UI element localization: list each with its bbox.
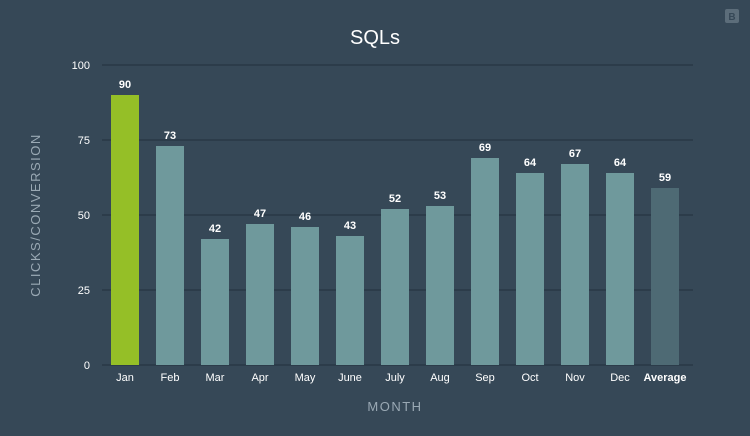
data-label: 59 [659, 172, 671, 184]
data-labels: 90 73 42 47 46 43 52 53 69 64 67 64 59 [119, 79, 671, 235]
bar-june [336, 236, 364, 365]
x-tick-label: Oct [521, 372, 538, 384]
y-tick-label: 100 [72, 60, 90, 72]
data-label: 53 [434, 190, 446, 202]
bar-oct [516, 173, 544, 365]
data-label: 90 [119, 79, 131, 91]
data-label: 42 [209, 223, 221, 235]
bar-apr [246, 224, 274, 365]
x-tick-labels: Jan Feb Mar Apr May June July Aug Sep Oct Nov Dec Av… [116, 372, 686, 384]
data-label: 52 [389, 193, 401, 205]
bar-nov [561, 164, 589, 365]
x-tick-label: Dec [610, 372, 630, 384]
bar-feb [156, 146, 184, 365]
y-tick-label: 25 [78, 285, 90, 297]
bar-sep [471, 158, 499, 365]
bar-dec [606, 173, 634, 365]
x-tick-label: Sep [475, 372, 495, 384]
x-tick-label: Aug [430, 372, 450, 384]
bar-july [381, 209, 409, 365]
x-tick-label: Jan [116, 372, 134, 384]
bar-aug [426, 206, 454, 365]
chart-title: SQLs [350, 27, 400, 49]
x-tick-label: Nov [565, 372, 585, 384]
x-tick-label: Average [643, 372, 686, 384]
x-tick-label: June [338, 372, 362, 384]
bars [111, 95, 679, 365]
data-label: 64 [524, 157, 537, 169]
x-tick-label: Mar [206, 372, 225, 384]
logo-badge [725, 9, 739, 23]
data-label: 67 [569, 148, 581, 160]
x-tick-label: July [385, 372, 405, 384]
data-label: 64 [614, 157, 627, 169]
y-tick-label: 50 [78, 210, 90, 222]
bar-mar [201, 239, 229, 365]
bar-jan [111, 95, 139, 365]
data-label: 47 [254, 208, 266, 220]
data-label: 69 [479, 142, 491, 154]
brand-logo: B [725, 9, 739, 23]
data-label: 46 [299, 211, 311, 223]
bar-average [651, 188, 679, 365]
bar-may [291, 227, 319, 365]
x-axis-label: MONTH [367, 399, 422, 414]
logo-letter: B [728, 12, 735, 23]
x-tick-label: Feb [161, 372, 180, 384]
y-tick-labels: 0 25 50 75 100 [72, 60, 90, 372]
y-tick-label: 75 [78, 135, 90, 147]
y-axis-label: CLICKS/CONVERSION [28, 133, 43, 296]
x-tick-label: May [295, 372, 316, 384]
data-label: 73 [164, 130, 176, 142]
y-tick-label: 0 [84, 360, 90, 372]
data-label: 43 [344, 220, 356, 232]
x-tick-label: Apr [251, 372, 268, 384]
